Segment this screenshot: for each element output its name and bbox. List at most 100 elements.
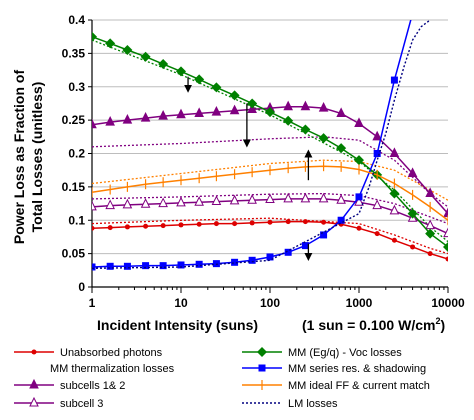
legend: Unabsorbed photons MM thermalization loss… (14, 347, 430, 410)
series-2-point-12 (300, 192, 311, 203)
legend-label-left-2: subcells 1& 2 (60, 380, 125, 392)
legend-entry-left-0: Unabsorbed photons (14, 347, 163, 359)
series-0-point-2 (124, 224, 130, 230)
legend-label-right-0: MM (Eg/q) - Voc losses (288, 347, 402, 359)
y-tick-label-4: 0.2 (68, 147, 85, 161)
series-0-point-7 (213, 221, 219, 227)
legend-entry-left-1: MM thermalization losses (50, 363, 175, 375)
series-2-point-19 (425, 219, 435, 230)
series-3-point-5 (176, 66, 186, 77)
series-2-point-14 (336, 194, 346, 204)
data-series (92, 20, 448, 271)
series-4-point-8 (231, 258, 239, 266)
y-tick-label-7: 0.35 (62, 46, 86, 60)
legend-entry-right-2: MM ideal FF & current match (242, 380, 430, 392)
x-axis-note: (1 sun = 0.100 W/cm2) (302, 316, 445, 333)
series-0-point-17 (391, 237, 397, 243)
series-1-point-13 (318, 101, 329, 112)
y-tick-label-8: 0.4 (68, 13, 85, 27)
series-1-point-12 (300, 100, 311, 111)
legend-label-right-3: LM losses (288, 398, 338, 410)
legend-entry-left-2: subcells 1& 2 (14, 378, 125, 392)
series-1-point-9 (247, 103, 257, 113)
series-3-point-8 (229, 90, 240, 101)
series-5 (92, 161, 448, 226)
series-4-point-3 (142, 262, 150, 270)
legend-marker-right-0 (257, 347, 267, 357)
legend-entry-right-1: MM series res. & shadowing (242, 363, 426, 375)
y-tick-label-1: 0.05 (62, 247, 86, 261)
legend-marker-right-1 (258, 364, 266, 372)
series-0-point-10 (267, 219, 273, 225)
annotation-arrows (184, 76, 313, 261)
series-1-point-3 (140, 112, 151, 122)
series-1-point-15 (354, 117, 364, 127)
series-0-point-19 (427, 251, 433, 257)
legend-marker-left-2 (29, 378, 39, 389)
series-2-point-3 (140, 198, 151, 208)
series-1-point-18 (407, 167, 418, 178)
y-tick-label-2: 0.1 (68, 213, 85, 227)
series-3-point-13 (318, 133, 329, 144)
series-4-point-9 (248, 256, 256, 264)
series-0-point-16 (374, 231, 380, 237)
series-1-point-8 (229, 104, 240, 115)
legend-marker-left-0 (31, 349, 37, 355)
series-0 (92, 219, 448, 262)
series-3-point-11 (283, 115, 294, 126)
series-0-point-6 (196, 221, 202, 227)
dotted-companion-4 (92, 217, 448, 255)
series-3-point-19 (425, 228, 436, 239)
y-axis-title-line1: Power Loss as Fraction of (11, 70, 27, 245)
series-0-point-3 (143, 223, 149, 229)
series-0-point-20 (445, 256, 448, 262)
series-4-point-17 (390, 76, 398, 84)
series-4-point-1 (106, 262, 114, 270)
series-2-point-1 (105, 199, 115, 210)
x-tick-label-0: 1 (89, 296, 96, 310)
series-0-point-18 (410, 244, 416, 250)
legend-label-left-0: Unabsorbed photons (60, 347, 163, 359)
gridlines (92, 19, 448, 255)
x-axis-note-sup: 2 (435, 316, 440, 326)
y-tick-label-5: 0.25 (62, 113, 86, 127)
series-3-point-3 (140, 51, 151, 62)
dotted-companion-2 (92, 159, 448, 201)
series-1-point-19 (425, 187, 435, 198)
series-4-point-14 (337, 216, 345, 224)
series-3-point-6 (194, 74, 205, 85)
series-4-point-5 (177, 261, 185, 269)
series-3 (92, 31, 448, 252)
series-line-3 (92, 35, 448, 248)
series-4-point-11 (284, 248, 292, 256)
series-4 (92, 20, 412, 271)
series-2-point-13 (318, 192, 329, 203)
y-tick-label-3: 0.15 (62, 180, 86, 194)
series-0-point-13 (321, 219, 327, 225)
series-2 (92, 192, 448, 238)
dotted-companion-0 (92, 136, 448, 208)
series-4-point-6 (195, 260, 203, 268)
series-3-point-14 (336, 143, 347, 154)
series-1-point-7 (211, 105, 222, 116)
series-1-point-4 (158, 110, 168, 120)
x-axis-title: Incident Intensity (suns) (97, 317, 258, 333)
series-2-point-8 (229, 194, 240, 205)
series-1-point-14 (336, 107, 346, 117)
series-2-point-11 (283, 192, 293, 203)
legend-label-left-3: subcell 3 (60, 398, 103, 410)
series-4-point-2 (123, 262, 131, 270)
series-0-point-11 (285, 219, 291, 225)
series-1-point-17 (389, 147, 400, 157)
legend-label-left-1: MM thermalization losses (50, 363, 175, 375)
series-0-point-0 (92, 225, 95, 231)
series-2-point-20 (443, 227, 448, 238)
axes: 0 0.05 0.1 0.15 0.2 0.25 0.3 0.35 0.4 1 10 100 1000 1… (62, 13, 465, 310)
series-2-point-10 (265, 193, 275, 204)
legend-entry-left-3: subcell 3 (14, 396, 103, 410)
series-4-point-15 (355, 193, 363, 201)
x-tick-label-2: 100 (260, 296, 280, 310)
series-2-point-15 (354, 196, 364, 206)
legend-entry-right-0: MM (Eg/q) - Voc losses (242, 347, 402, 359)
series-3-point-12 (300, 124, 311, 135)
